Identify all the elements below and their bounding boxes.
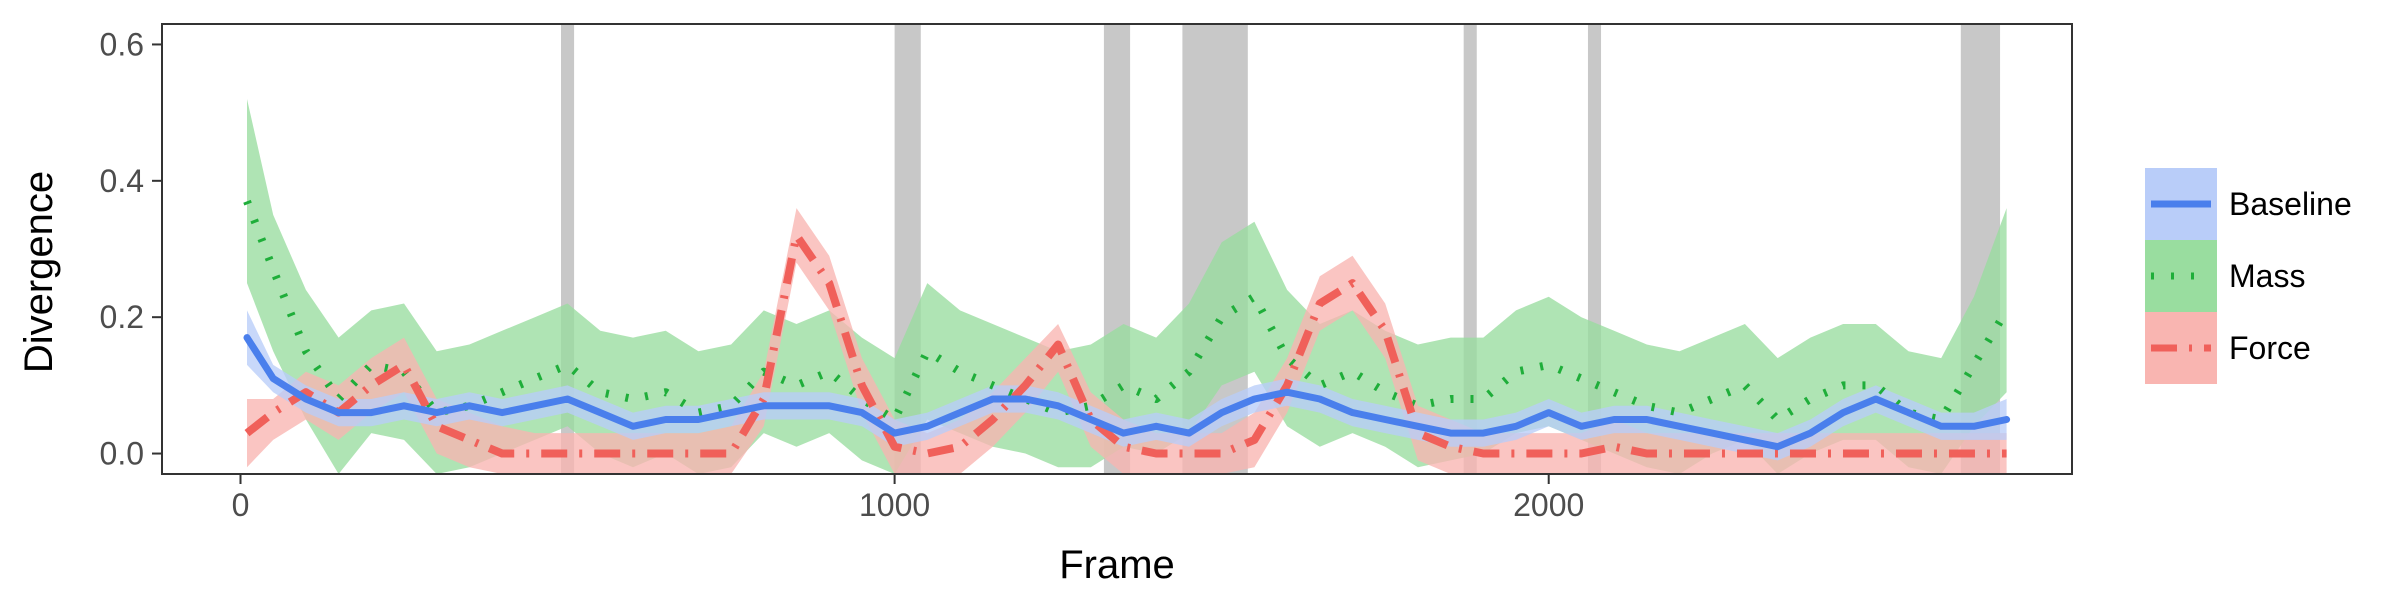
x-axis: 0 1000 2000 xyxy=(232,474,1584,523)
y-tick-label: 0.0 xyxy=(100,436,144,472)
x-tick-label: 0 xyxy=(232,487,250,523)
legend: Baseline Mass Force xyxy=(2145,168,2352,384)
y-axis: 0.0 0.2 0.4 0.6 xyxy=(100,26,162,472)
plot-panel-border xyxy=(161,23,2073,475)
legend-item-mass: Mass xyxy=(2145,240,2305,312)
y-tick-label: 0.2 xyxy=(100,299,144,335)
legend-label: Force xyxy=(2229,330,2311,366)
force-band xyxy=(247,208,2007,474)
mass-band xyxy=(247,99,2007,474)
legend-key-fill xyxy=(2145,240,2217,312)
legend-label: Baseline xyxy=(2229,186,2352,222)
y-axis-title: Divergence xyxy=(17,171,61,373)
series-lines xyxy=(243,199,2011,458)
y-tick-label: 0.6 xyxy=(100,26,144,62)
legend-item-force: Force xyxy=(2145,312,2311,384)
x-tick-label: 1000 xyxy=(859,487,930,523)
legend-item-baseline: Baseline xyxy=(2145,168,2352,240)
y-tick-label: 0.4 xyxy=(100,163,144,199)
x-tick-label: 2000 xyxy=(1513,487,1584,523)
baseline-line xyxy=(243,334,2011,451)
x-axis-title: Frame xyxy=(1059,543,1175,587)
legend-label: Mass xyxy=(2229,258,2305,294)
